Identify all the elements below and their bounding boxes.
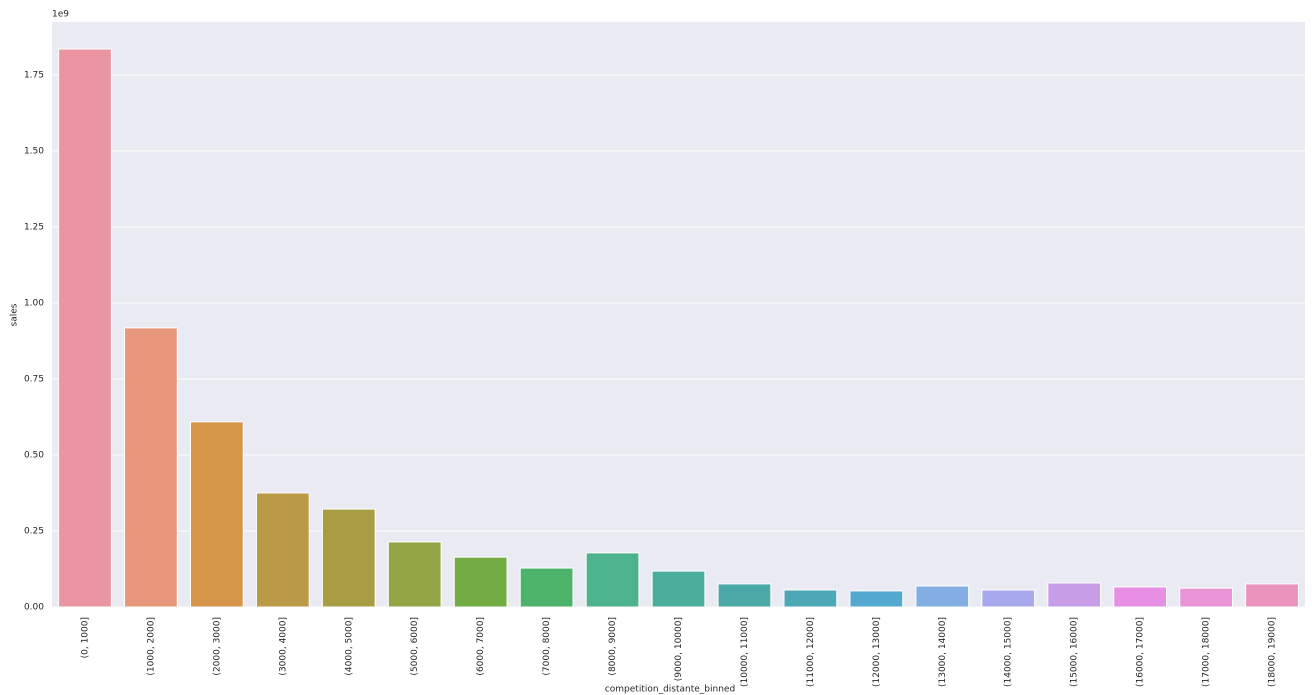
y-tick-label: 0.50 bbox=[24, 450, 44, 460]
x-tick-label: (4000, 5000] bbox=[344, 617, 354, 676]
bar bbox=[849, 590, 904, 608]
x-tick-label: (9000, 10000] bbox=[674, 617, 684, 681]
bar bbox=[1047, 582, 1102, 608]
y-tick-label: 1.75 bbox=[24, 70, 44, 80]
bar bbox=[981, 589, 1036, 608]
x-tick-label: (14000, 15000] bbox=[1004, 617, 1014, 687]
bar bbox=[519, 567, 574, 608]
x-tick-label: (8000, 9000] bbox=[608, 617, 618, 676]
bar bbox=[1113, 586, 1168, 608]
x-tick-label: (16000, 17000] bbox=[1136, 617, 1146, 687]
y-axis-label: sales bbox=[10, 303, 20, 326]
offset-label: 1e9 bbox=[52, 10, 69, 20]
y-tick-label: 1.00 bbox=[24, 298, 44, 308]
y-tick-label: 0.75 bbox=[24, 374, 44, 384]
bar bbox=[717, 583, 772, 608]
x-tick-label: (1000, 2000] bbox=[146, 617, 156, 676]
bar bbox=[915, 585, 970, 608]
y-tick-label: 1.25 bbox=[24, 222, 44, 232]
y-tick-label: 0.25 bbox=[24, 526, 44, 536]
x-tick-label: (5000, 6000] bbox=[410, 617, 420, 676]
x-tick-label: (17000, 18000] bbox=[1202, 617, 1212, 687]
bar bbox=[585, 552, 640, 608]
bar bbox=[58, 48, 112, 608]
x-tick-label: (12000, 13000] bbox=[872, 617, 882, 687]
bar bbox=[189, 421, 244, 608]
x-tick-label: (2000, 3000] bbox=[212, 617, 222, 676]
bar bbox=[453, 556, 508, 608]
x-tick-label: (18000, 19000] bbox=[1268, 617, 1278, 687]
bar bbox=[1245, 583, 1299, 608]
y-tick-label: 1.50 bbox=[24, 146, 44, 156]
x-tick-label: (11000, 12000] bbox=[806, 617, 816, 687]
x-axis-label: competition_distante_binned bbox=[605, 685, 735, 695]
bar bbox=[651, 570, 706, 608]
bar bbox=[387, 541, 442, 608]
x-tick-label: (15000, 16000] bbox=[1070, 617, 1080, 687]
x-tick-label: (6000, 7000] bbox=[476, 617, 486, 676]
bar bbox=[783, 589, 838, 608]
x-tick-label: (3000, 4000] bbox=[278, 617, 288, 676]
bar bbox=[1179, 587, 1233, 608]
x-tick-label: (0, 1000] bbox=[80, 617, 90, 658]
bar bbox=[321, 508, 376, 608]
x-tick-label: (10000, 11000] bbox=[740, 617, 750, 687]
x-tick-label: (13000, 14000] bbox=[938, 617, 948, 687]
x-tick-label: (7000, 8000] bbox=[542, 617, 552, 676]
bar bbox=[124, 327, 178, 608]
bar bbox=[255, 492, 310, 608]
y-tick-label: 0.00 bbox=[24, 603, 44, 613]
